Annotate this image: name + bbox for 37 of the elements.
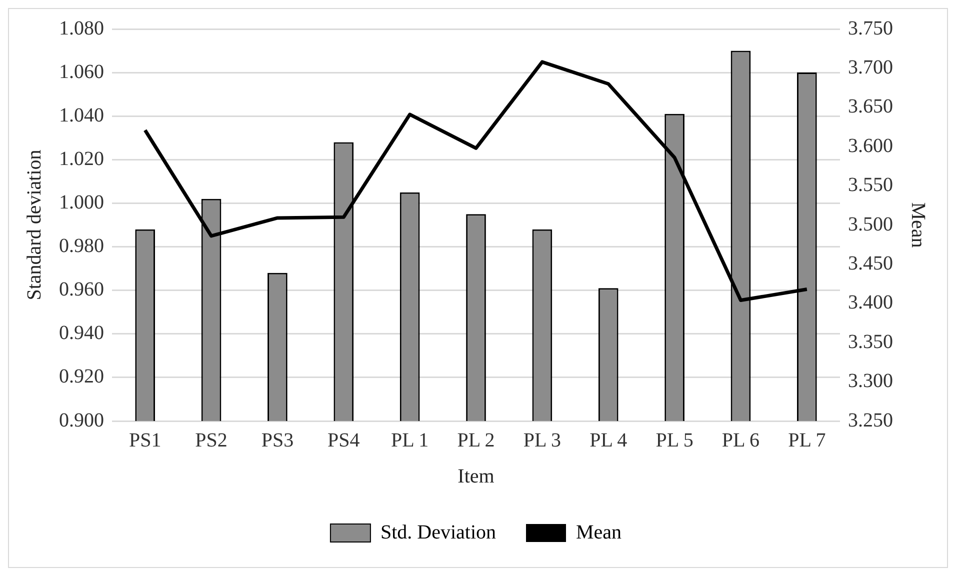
y2-tick-label: 3.750: [848, 17, 893, 40]
x-tick-label: PL 4: [590, 429, 628, 452]
y2-tick-label: 3.250: [848, 409, 893, 432]
y2-tick-label: 3.350: [848, 330, 893, 353]
legend-label: Std. Deviation: [380, 521, 496, 544]
x-tick-label: PL 2: [457, 429, 495, 452]
x-axis-title: Item: [458, 465, 495, 488]
y-tick-label: 1.020: [59, 148, 104, 170]
y2-axis-title: Mean: [906, 202, 929, 248]
y-tick-label: 1.000: [59, 191, 104, 214]
y2-tick-label: 3.500: [848, 213, 893, 236]
y-tick-label: 0.920: [59, 366, 104, 388]
legend-label: Mean: [576, 521, 622, 544]
y-tick-label: 0.900: [59, 409, 104, 432]
x-tick-label: PL 7: [788, 429, 826, 452]
y2-tick-label: 3.550: [848, 174, 893, 196]
y-tick-label: 0.980: [59, 235, 104, 258]
x-tick-label: PS4: [328, 429, 360, 452]
y2-tick-label: 3.450: [848, 252, 893, 274]
x-tick-label: PS1: [128, 429, 162, 452]
y-tick-label: 1.040: [59, 104, 104, 126]
x-tick-label: PS2: [195, 429, 228, 452]
x-tick-label: PL 3: [523, 429, 561, 452]
y2-tick-label: 3.300: [848, 370, 893, 392]
y2-tick-label: 3.400: [848, 292, 893, 314]
x-tick-label: PS3: [261, 429, 294, 452]
y-tick-label: 1.080: [59, 17, 104, 40]
y-tick-label: 0.960: [59, 278, 104, 301]
y2-tick-label: 3.600: [848, 134, 893, 157]
y2-tick-label: 3.700: [848, 56, 893, 78]
y-axis-title: Standard deviation: [23, 150, 46, 300]
y-tick-label: 1.060: [59, 60, 104, 83]
x-tick-label: PL 5: [656, 429, 694, 452]
y2-tick-label: 3.650: [848, 96, 893, 118]
y-tick-label: 0.940: [59, 322, 104, 344]
x-tick-label: PL 6: [722, 429, 760, 452]
x-tick-label: PL 1: [391, 429, 429, 452]
